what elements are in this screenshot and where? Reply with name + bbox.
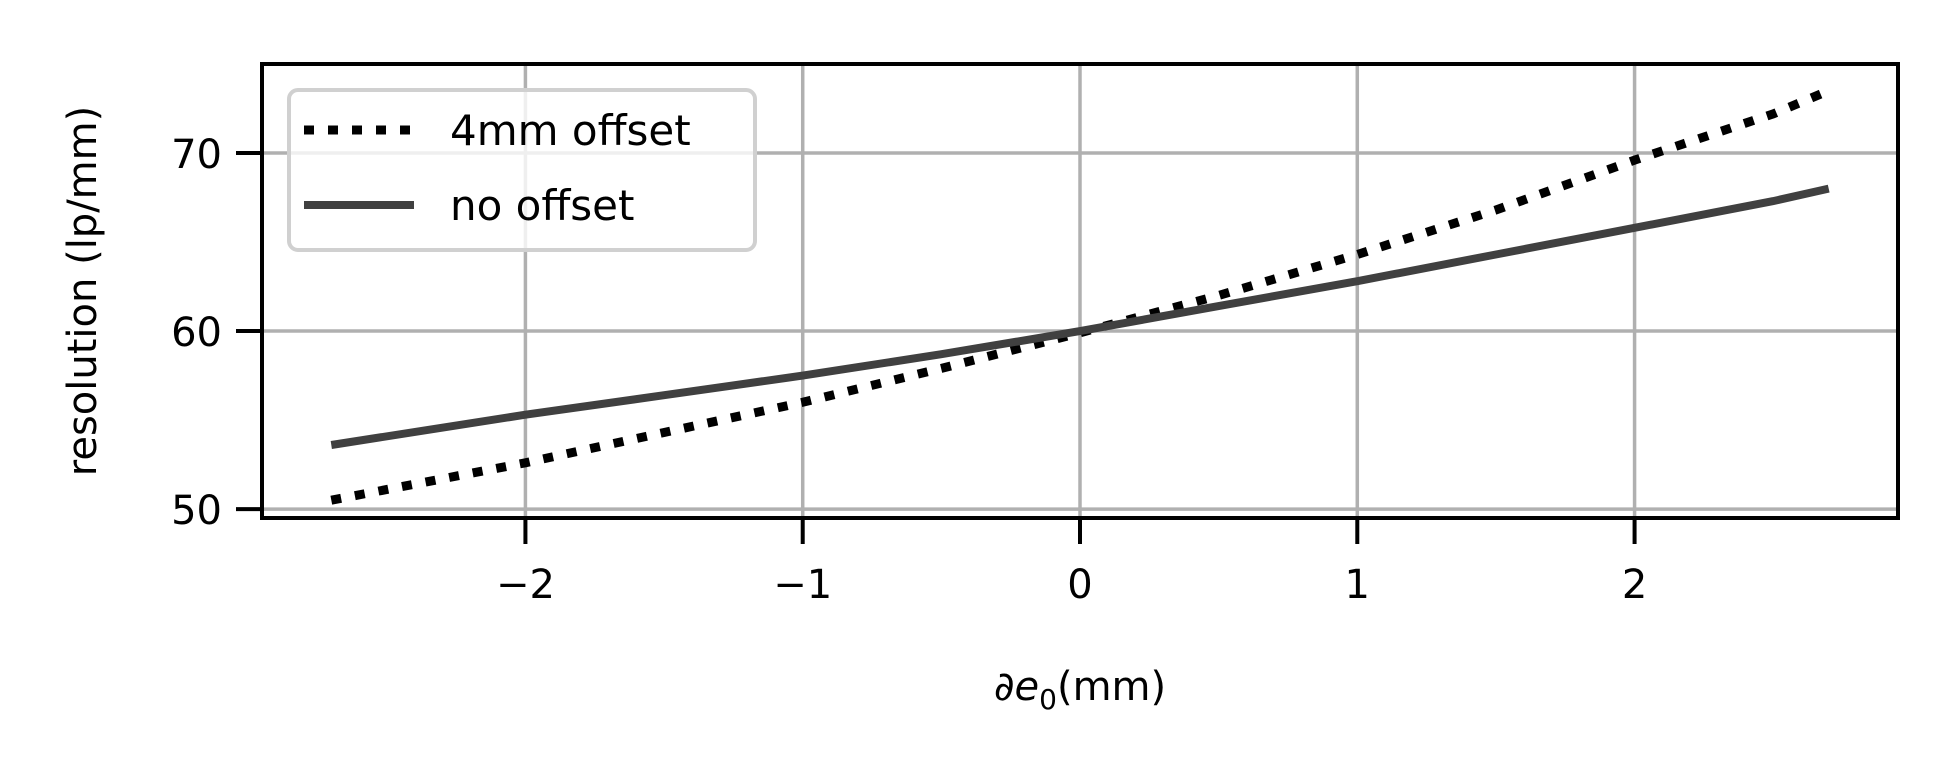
x-tick-label: 2	[1622, 562, 1647, 608]
ticks: −2 −1 0 1 2 50 60 70	[171, 132, 1647, 608]
y-axis-label: resolution (lp/mm)	[60, 106, 106, 476]
x-axis-label-subscript: 0	[1039, 683, 1057, 716]
legend-label-no-offset: no offset	[450, 181, 635, 230]
x-tick-label: −1	[773, 562, 832, 608]
x-tick-label: 1	[1345, 562, 1370, 608]
x-axis-label-symbol: ∂e	[994, 664, 1039, 710]
y-tick-label: 50	[171, 488, 222, 534]
y-tick-label: 70	[171, 132, 222, 178]
series-layer	[330, 86, 1831, 505]
x-axis-label: ∂e0(mm)	[994, 664, 1166, 716]
y-tick-label: 60	[171, 310, 222, 356]
x-tick-label: −2	[496, 562, 555, 608]
x-tick-label: 0	[1067, 562, 1092, 608]
legend-label-4mm-offset: 4mm offset	[450, 106, 691, 155]
legend: 4mm offset no offset	[287, 88, 757, 252]
series-line-4mm-offset	[330, 86, 1831, 505]
x-axis-label-unit: (mm)	[1057, 664, 1166, 710]
series-line-no-offset	[330, 184, 1830, 449]
